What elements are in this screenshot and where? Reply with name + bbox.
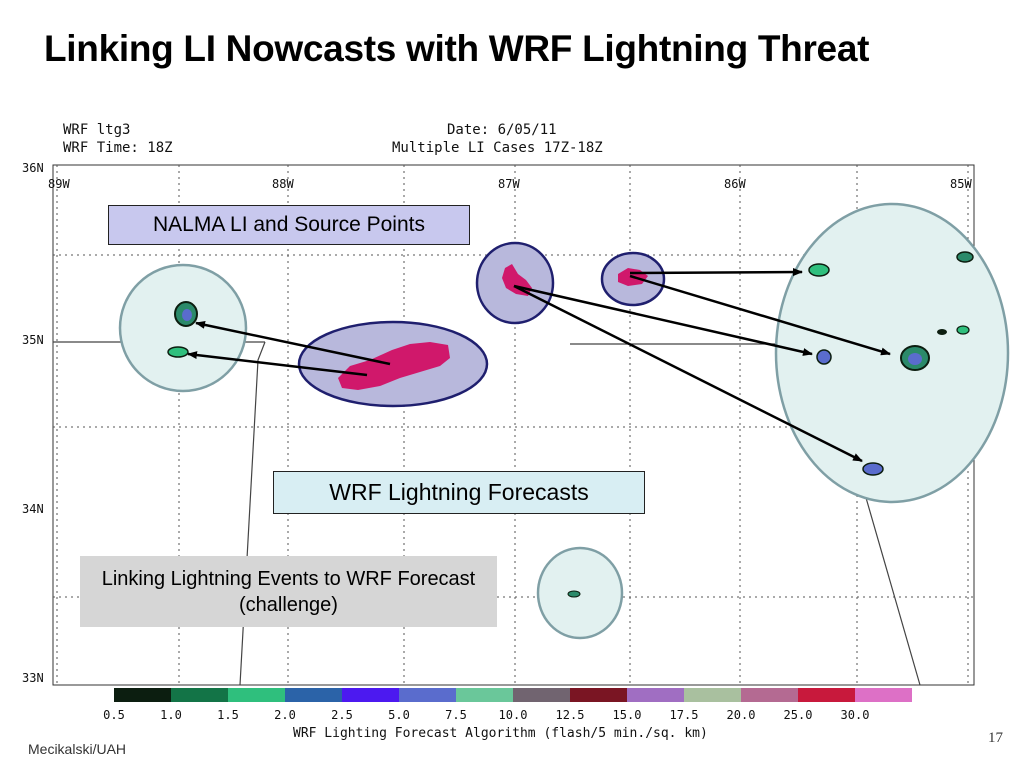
lat-label-36n: 36N (22, 161, 44, 175)
arrow-center-to-east-4 (513, 284, 863, 463)
colorbar-swatch (456, 688, 513, 702)
wrf-cell-east-3-core (908, 353, 922, 365)
arrow-main-to-west-2 (187, 351, 368, 377)
arrow-east-to-east-1 (629, 268, 803, 277)
lon-label-87w: 87W (498, 177, 520, 191)
colorbar-swatch (513, 688, 570, 702)
colorbar-swatches (114, 688, 912, 702)
colorbar-swatch (855, 688, 912, 702)
colorbar-label: 20.0 (727, 708, 756, 722)
callout-linking-challenge: Linking Lightning Events to WRF Forecast… (80, 556, 497, 627)
wrf-circle-east (774, 202, 1010, 504)
wrf-cell-east-6 (937, 329, 947, 335)
colorbar-label: 2.5 (331, 708, 353, 722)
wrf-cell-south (567, 590, 581, 598)
lat-label-34n: 34N (22, 502, 44, 516)
lon-label-89w: 89W (48, 177, 70, 191)
colorbar-swatch (798, 688, 855, 702)
lon-label-88w: 88W (272, 177, 294, 191)
colorbar-label: 0.5 (103, 708, 125, 722)
map-header-product: WRF ltg3 (63, 122, 130, 138)
colorbar-label: 1.0 (160, 708, 182, 722)
colorbar-swatch (285, 688, 342, 702)
slide-title: Linking LI Nowcasts with WRF Lightning T… (44, 28, 870, 69)
colorbar: 0.5 1.0 1.5 2.0 2.5 5.0 7.5 10.0 12.5 15.0 17.5 20.… (103, 688, 912, 741)
state-border-ms-al (239, 341, 266, 686)
lon-label-86w: 86W (724, 177, 746, 191)
map-header-time: WRF Time: 18Z (63, 140, 173, 156)
colorbar-label: 7.5 (445, 708, 467, 722)
lat-label-33n: 33N (22, 671, 44, 685)
colorbar-swatch (741, 688, 798, 702)
map-header-cases: Multiple LI Cases 17Z-18Z (392, 140, 603, 156)
slide-number: 17 (988, 730, 1003, 746)
colorbar-labels: 0.5 1.0 1.5 2.0 2.5 5.0 7.5 10.0 12.5 15.0 17.5 20.… (103, 708, 869, 722)
colorbar-swatch (399, 688, 456, 702)
colorbar-swatch (684, 688, 741, 702)
lat-label-35n: 35N (22, 333, 44, 347)
wrf-cell-east-5 (956, 325, 970, 335)
callout-nalma-li: NALMA LI and Source Points (108, 205, 470, 245)
lon-label-85w: 85W (950, 177, 972, 191)
arrow-east-to-east-3 (629, 274, 891, 356)
colorbar-label: 30.0 (841, 708, 870, 722)
wrf-forecast-highlights (118, 202, 1010, 640)
map-header-date: Date: 6/05/11 (447, 122, 557, 138)
colorbar-label: 10.0 (499, 708, 528, 722)
colorbar-label: 15.0 (613, 708, 642, 722)
source-cluster-main (338, 342, 450, 390)
colorbar-swatch (228, 688, 285, 702)
wrf-cell-east-1 (808, 263, 830, 277)
colorbar-label: 2.0 (274, 708, 296, 722)
colorbar-label: 25.0 (784, 708, 813, 722)
colorbar-label: 12.5 (556, 708, 585, 722)
wrf-forecast-cells (167, 251, 974, 598)
colorbar-label: 5.0 (388, 708, 410, 722)
wrf-cell-east-7 (956, 251, 974, 263)
colorbar-swatch (114, 688, 171, 702)
arrow-center-to-east-2 (513, 284, 813, 356)
colorbar-swatch (627, 688, 684, 702)
wrf-cell-west-2 (167, 346, 189, 358)
wrf-circle-west (118, 263, 248, 393)
arrow-main-to-west-1 (195, 320, 391, 366)
link-arrows (187, 268, 891, 463)
colorbar-caption: WRF Lighting Forecast Algorithm (flash/5… (293, 726, 708, 741)
wrf-cell-east-4 (862, 462, 884, 476)
colorbar-label: 17.5 (670, 708, 699, 722)
wrf-cell-west-1-core (182, 309, 192, 321)
callout-wrf-forecasts: WRF Lightning Forecasts (273, 471, 645, 514)
footer-credit: Mecikalski/UAH (28, 741, 127, 757)
colorbar-swatch (171, 688, 228, 702)
wrf-cell-east-2 (816, 349, 832, 365)
colorbar-swatch (342, 688, 399, 702)
colorbar-swatch (570, 688, 627, 702)
colorbar-label: 1.5 (217, 708, 239, 722)
